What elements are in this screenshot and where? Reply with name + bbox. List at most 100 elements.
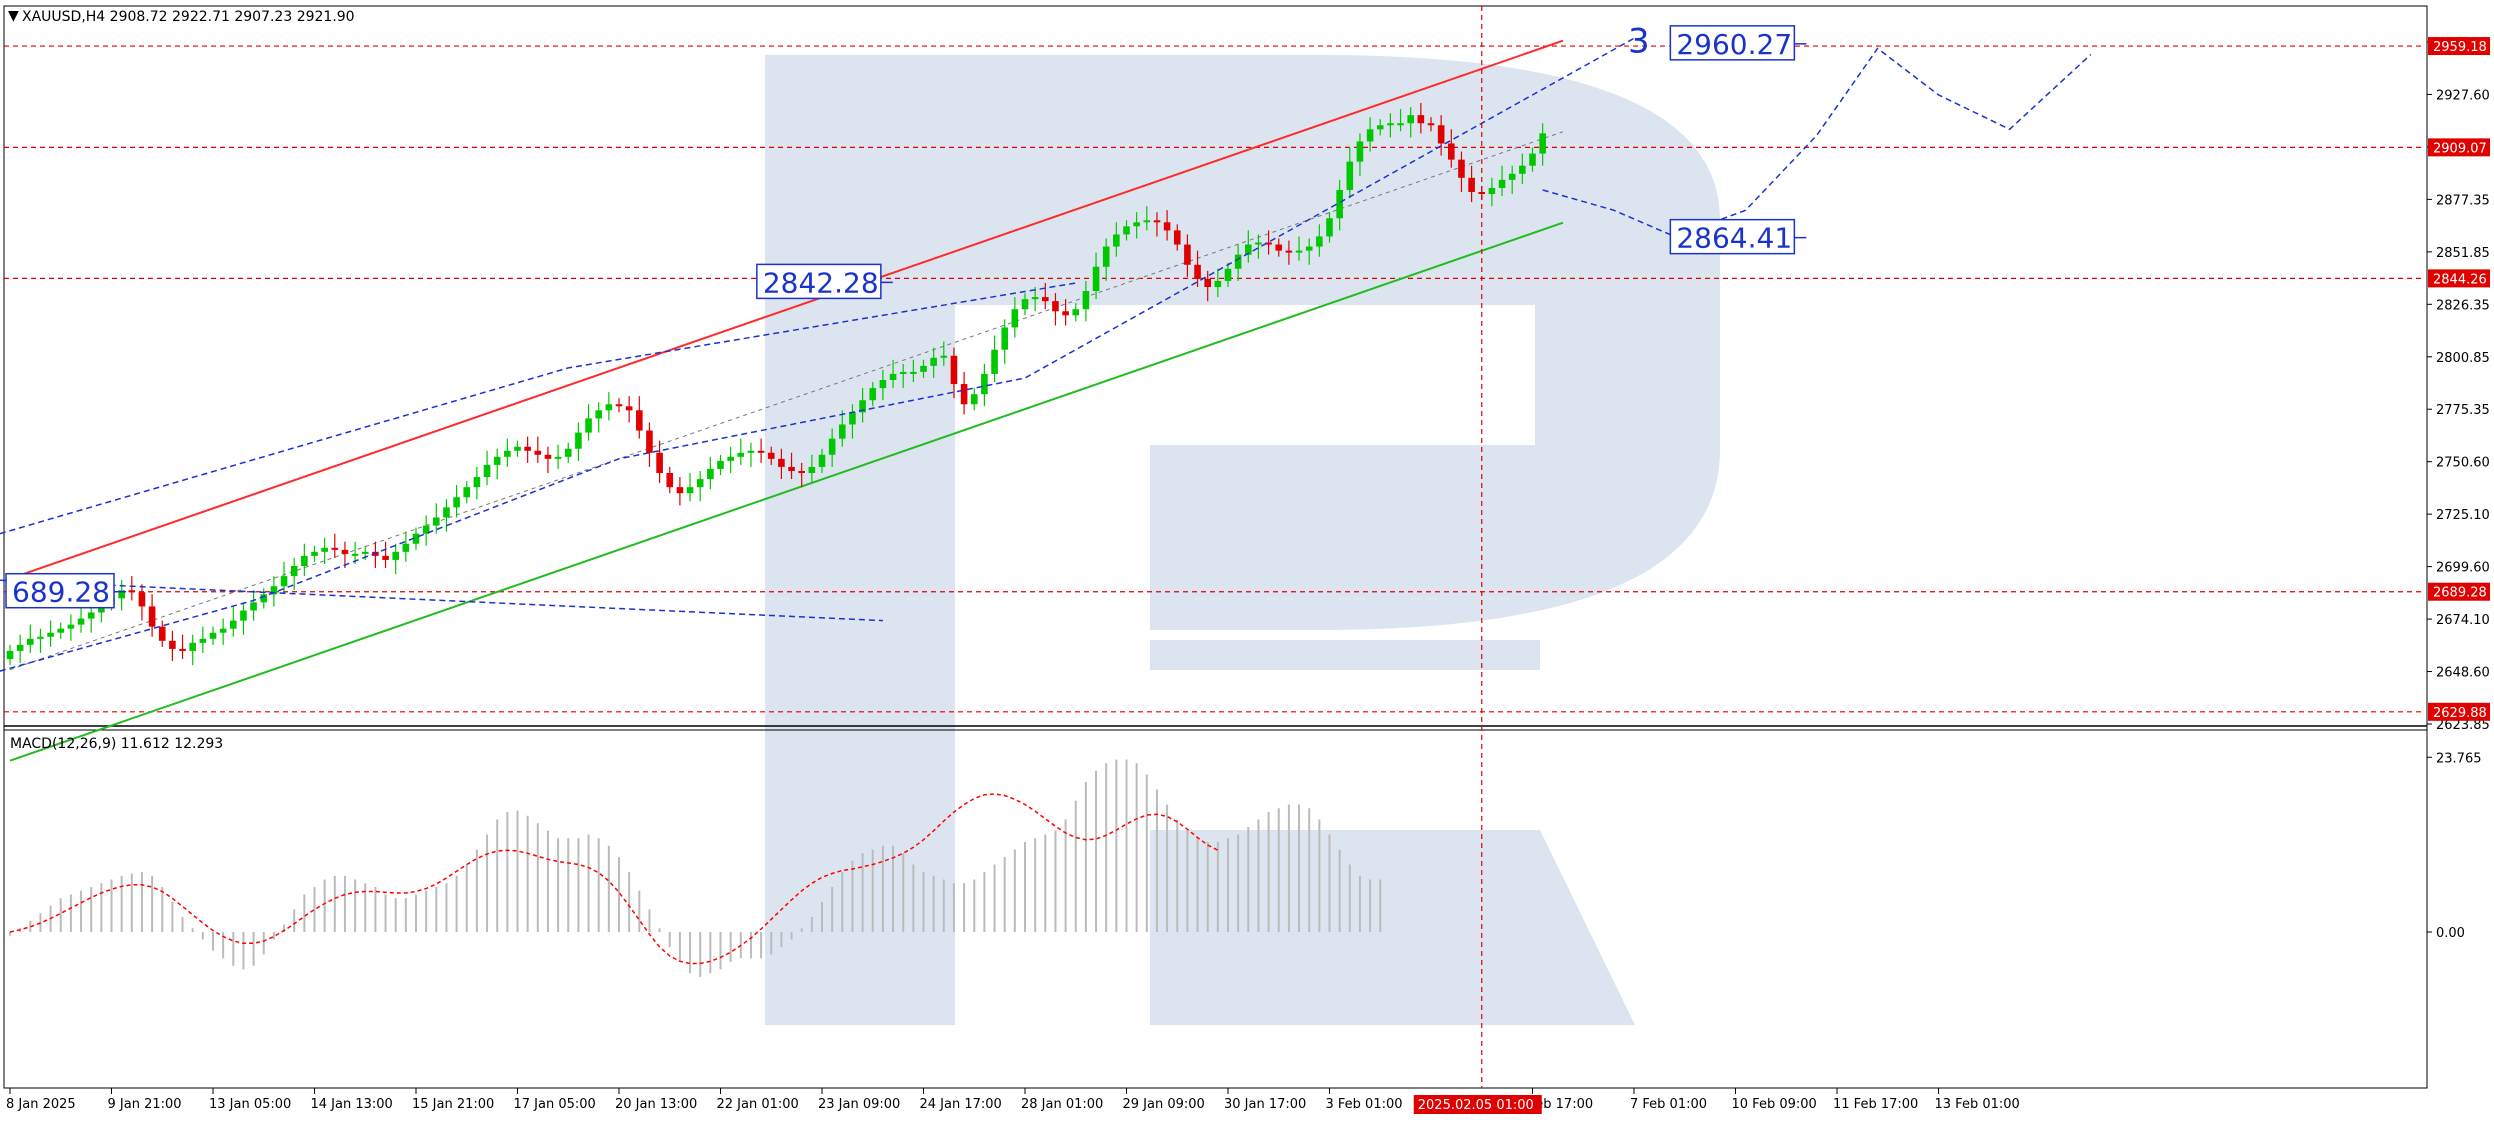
candle-body	[37, 636, 44, 639]
candle-body	[646, 430, 653, 453]
candle-body	[1234, 254, 1242, 269]
time-axis: 8 Jan 2025 9 Jan 21:00 13 Jan 05:00 14 Jan …	[6, 1088, 2020, 1114]
macd-tick-label: 23.765	[2436, 751, 2482, 766]
time-tick-label: 8 Jan 2025	[6, 1097, 76, 1112]
time-tick-label: Feb 17:00	[1529, 1097, 1594, 1112]
candle-body	[839, 424, 846, 439]
candle-body	[1529, 153, 1536, 166]
candle-body	[402, 543, 410, 552]
candle-body	[6, 650, 14, 660]
candle-body	[849, 412, 856, 425]
median-channel-line	[9, 131, 1564, 671]
candle-body	[361, 551, 369, 554]
candle-body	[1275, 244, 1283, 251]
candle-body	[280, 576, 288, 587]
candle-body	[666, 473, 674, 488]
candle-body	[1052, 301, 1059, 312]
svg-text:▼: ▼	[8, 8, 19, 24]
candle-body	[1255, 242, 1262, 245]
time-tick-label: 22 Jan 01:00	[717, 1097, 799, 1112]
candle-body	[564, 448, 572, 457]
candle-body	[138, 592, 146, 607]
macd-signal-line	[9, 793, 1219, 965]
candle-body	[504, 450, 511, 457]
candle-body	[656, 452, 663, 474]
level-tag-label: 2959.18	[2433, 40, 2487, 55]
candle-body	[1346, 161, 1354, 190]
candle-body	[1062, 311, 1069, 316]
candle-body	[463, 487, 471, 498]
lower-channel-line	[9, 221, 1564, 762]
candle-body	[260, 594, 268, 603]
candle-body	[1508, 173, 1516, 180]
candle-body	[1031, 297, 1039, 300]
candle-body	[991, 349, 998, 374]
candle-body	[1478, 191, 1486, 195]
candle-body	[747, 450, 755, 453]
level-tag	[2428, 269, 2490, 288]
time-tick-label: 20 Jan 13:00	[615, 1097, 697, 1112]
wave-label: 3	[1628, 21, 1650, 61]
candle-body	[311, 551, 318, 556]
candle-body	[250, 602, 257, 611]
candle-body	[1488, 187, 1496, 195]
crosshair-time-label: 2025.02.05 01:00	[1418, 1098, 1534, 1113]
candle-body	[1214, 280, 1222, 288]
level-tag-label: 2689.28	[2433, 586, 2487, 601]
candle-body	[1376, 125, 1384, 130]
price-tick-label: 2699.60	[2436, 561, 2490, 576]
candle-body	[1498, 179, 1506, 188]
candle-body	[828, 438, 836, 455]
time-tick-label: 3 Feb 01:00	[1326, 1097, 1403, 1112]
candle-body	[1295, 250, 1303, 253]
candle-body	[169, 640, 176, 649]
time-tick-label: 13 Feb 01:00	[1935, 1097, 2020, 1112]
candle-body	[493, 456, 501, 465]
candle-body	[382, 555, 389, 560]
level-tag	[2428, 37, 2490, 56]
candle-body	[270, 586, 278, 595]
candle-body	[757, 450, 765, 453]
candle-body	[899, 371, 907, 374]
candle-body	[67, 624, 75, 629]
candle-body	[1021, 299, 1029, 310]
candle-body	[1113, 234, 1120, 247]
callout-label: 689.28	[12, 576, 110, 609]
candle-body	[1448, 143, 1455, 160]
support-resistance-levels	[4, 45, 2425, 713]
candle-body	[331, 547, 339, 550]
candle-body	[1133, 222, 1140, 227]
candle-body	[351, 553, 359, 556]
candle-body	[443, 507, 450, 518]
candle-body	[1204, 278, 1211, 288]
candle-body	[179, 648, 186, 651]
candle-body	[1265, 242, 1272, 245]
candle-body	[1407, 115, 1414, 124]
candle-body	[290, 566, 298, 577]
candle-body	[341, 549, 349, 554]
candle-body	[1072, 309, 1080, 316]
callout-box	[1669, 218, 1796, 255]
candle-body	[321, 547, 328, 552]
candle-body	[47, 632, 54, 637]
candle-body	[1143, 220, 1151, 223]
time-tick-label: 30 Jan 17:00	[1224, 1097, 1306, 1112]
candle-body	[1356, 141, 1364, 162]
candle-body	[199, 638, 207, 643]
price-tick-label: 2775.35	[2436, 403, 2490, 418]
candle-body	[433, 517, 440, 526]
price-tick-label: 2877.35	[2436, 193, 2490, 208]
time-tick-label: 17 Jan 05:00	[514, 1097, 596, 1112]
price-tick-label: 2826.35	[2436, 298, 2490, 313]
candle-body	[554, 456, 562, 459]
candle-body	[981, 373, 988, 395]
candle-body	[1153, 220, 1161, 223]
candle-body	[1427, 123, 1435, 126]
time-tick-label: 13 Jan 05:00	[209, 1097, 291, 1112]
candle-body	[707, 468, 714, 480]
macd-indicator	[9, 759, 1382, 977]
candle-body	[1326, 218, 1333, 237]
candle-body	[1163, 222, 1171, 231]
time-tick-label: 7 Feb 01:00	[1630, 1097, 1707, 1112]
